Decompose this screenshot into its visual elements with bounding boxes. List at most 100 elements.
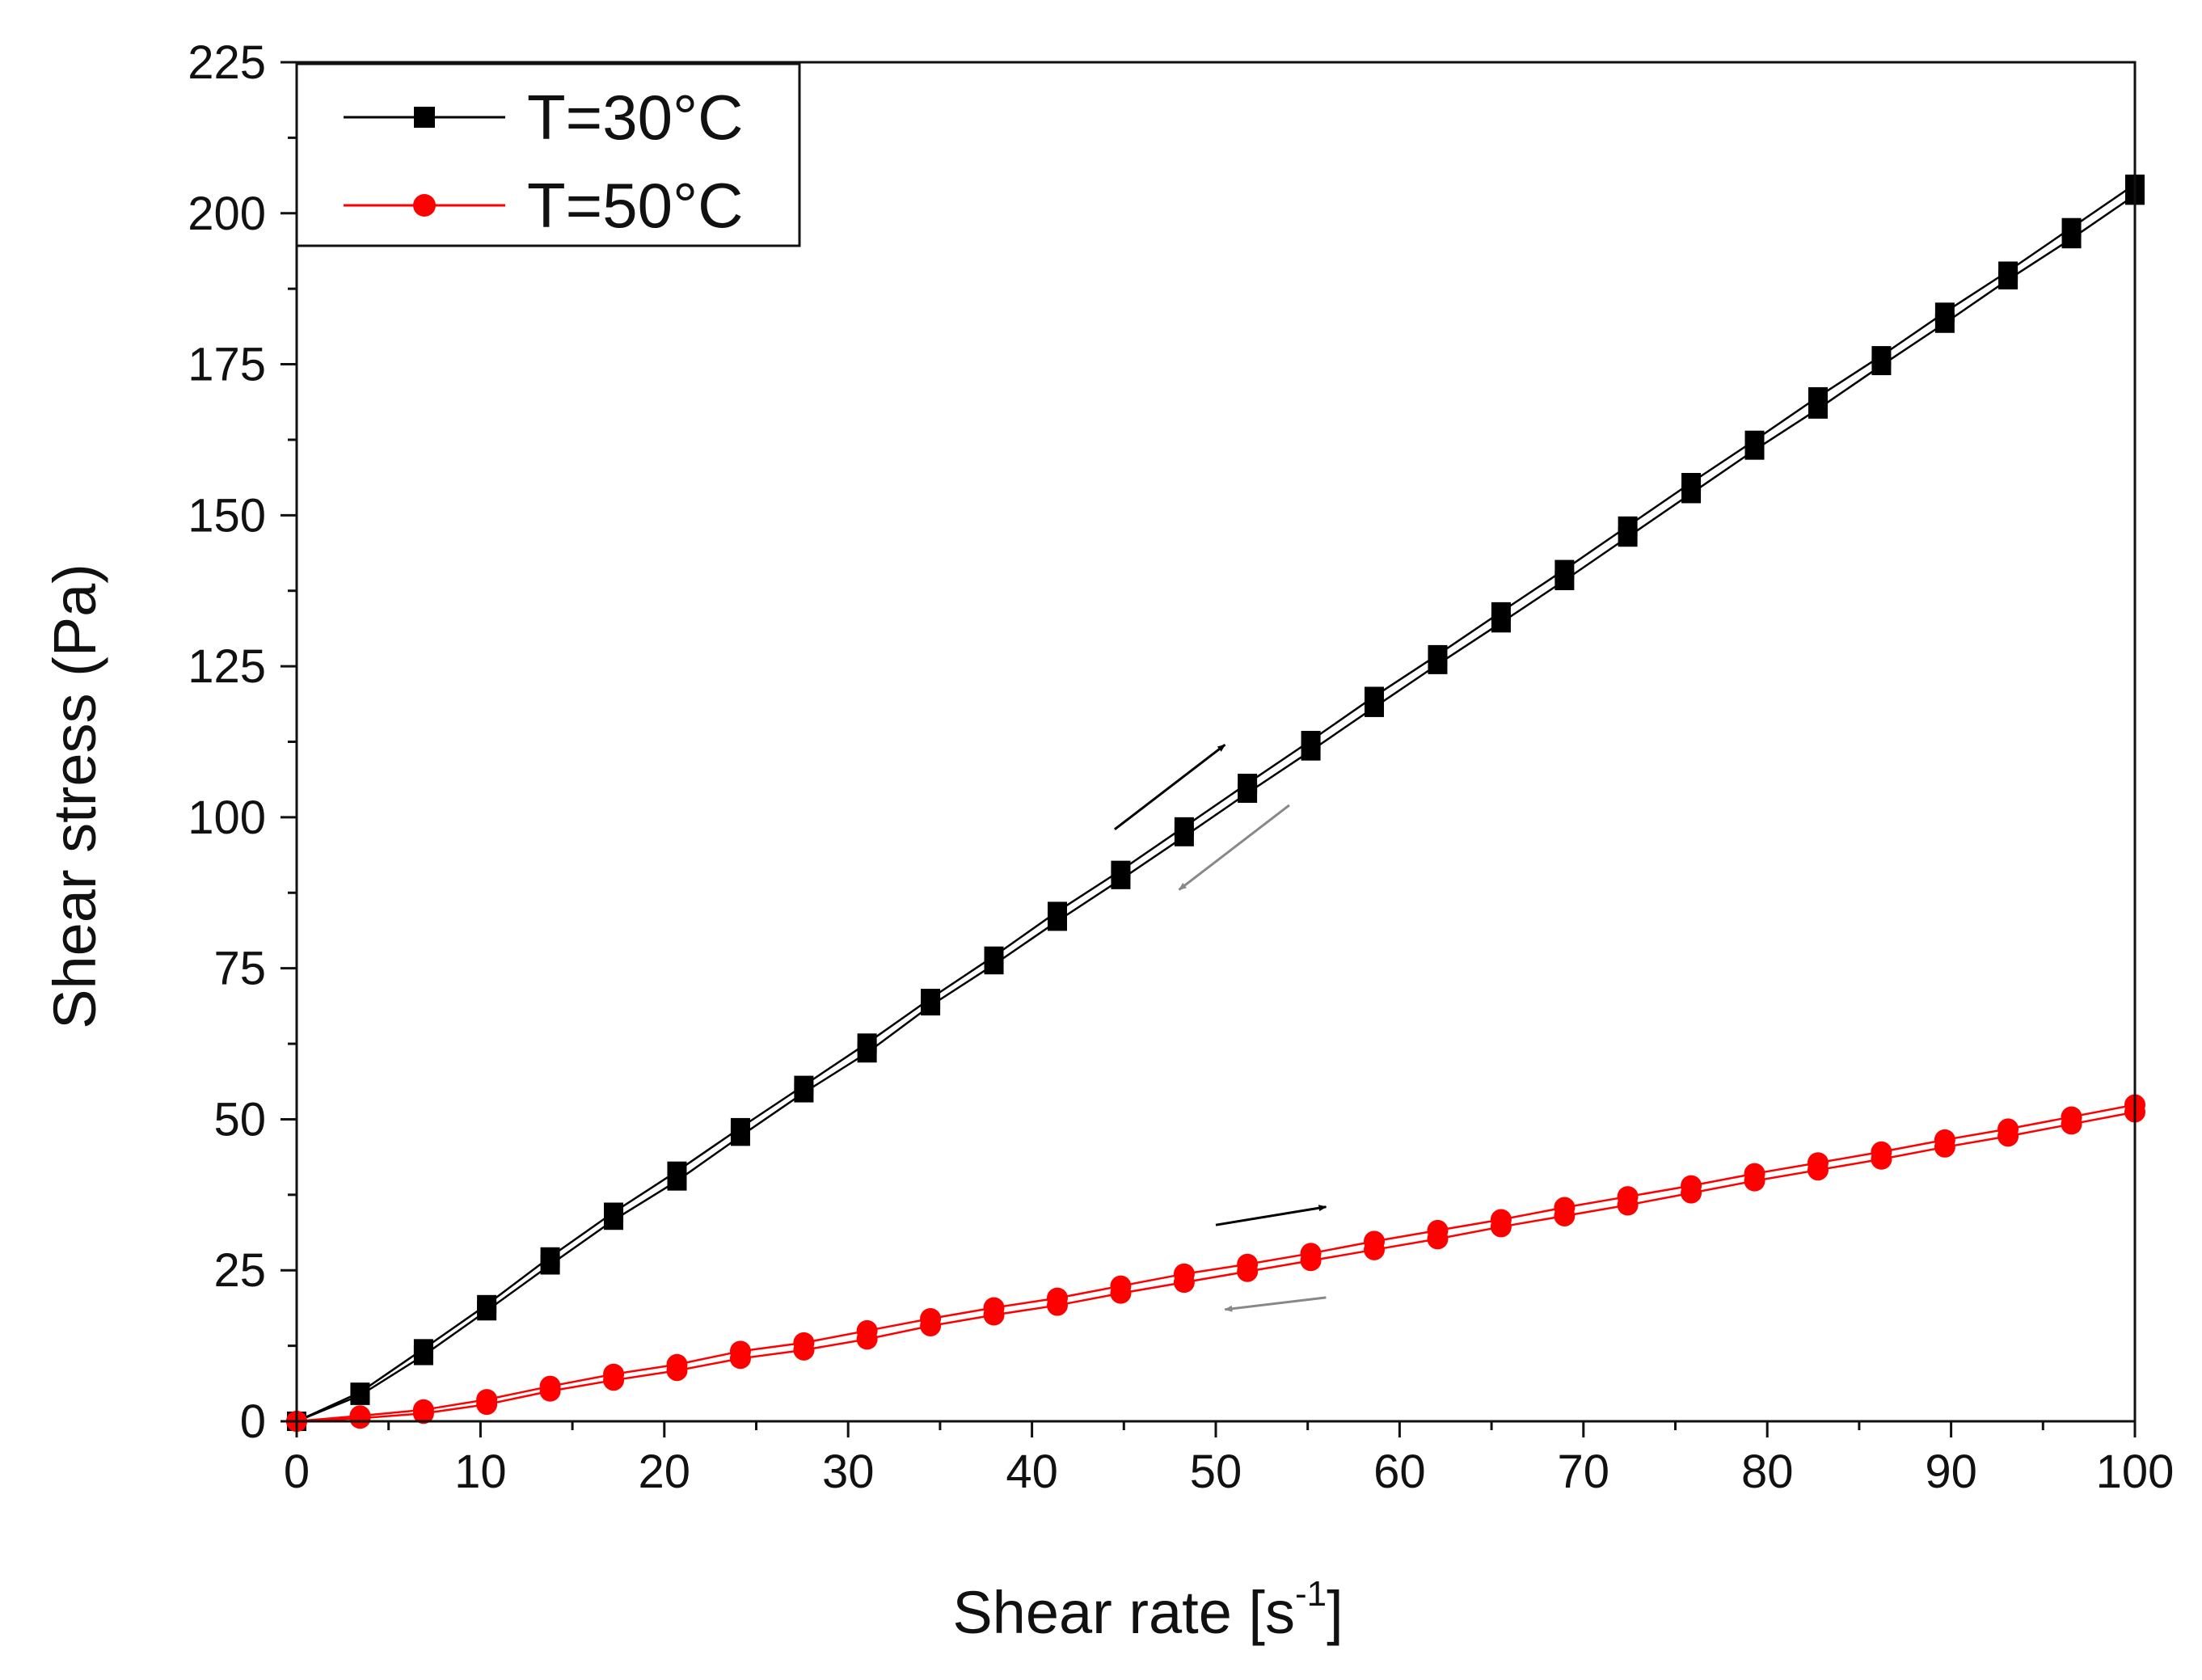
data-point-30c-down xyxy=(1428,654,1448,674)
tick-label-layer: 0 10 20 30 40 50 60 70 80 90 100 0 25 50 75 100 125 150 17… xyxy=(188,36,2174,1498)
data-point-50c-down xyxy=(1364,1239,1386,1260)
data-point-50c-down xyxy=(1934,1136,1955,1158)
y-tick-label: 0 xyxy=(240,1395,266,1448)
data-point-30c-down xyxy=(1365,697,1385,717)
x-axis-title: Shear rate [s-1] xyxy=(952,1574,1343,1646)
plot-frame xyxy=(295,61,2137,1423)
data-point-50c-down xyxy=(1173,1272,1195,1294)
data-point-30c-down xyxy=(1111,869,1131,889)
legend-label-50c: T=50°C xyxy=(527,170,743,241)
x-tick-label: 0 xyxy=(284,1446,310,1498)
y-axis-title: Shear stress (Pa) xyxy=(41,564,108,1029)
data-point-30c-down xyxy=(730,1126,750,1146)
data-point-50c-down xyxy=(1871,1148,1892,1170)
y-tick-label: 225 xyxy=(188,36,266,89)
data-point-30c-down xyxy=(1744,440,1765,460)
data-point-30c-down xyxy=(1047,911,1067,931)
data-point-30c-down xyxy=(540,1255,560,1275)
data-point-50c-down xyxy=(1490,1216,1512,1238)
x-tick-label: 80 xyxy=(1741,1446,1794,1498)
series-line-50c-up xyxy=(296,1104,2136,1423)
data-point-30c-down xyxy=(1174,826,1194,846)
y-tick-label: 125 xyxy=(188,640,266,693)
data-point-30c-down xyxy=(1934,313,1955,333)
x-tick-label: 40 xyxy=(1006,1446,1058,1498)
x-tick-label: 70 xyxy=(1558,1446,1610,1498)
direction-arrow xyxy=(1215,1205,1327,1226)
data-point-30c-down xyxy=(604,1210,624,1230)
data-point-50c-down xyxy=(920,1315,942,1336)
annotation-layer xyxy=(1114,744,1327,1312)
series-line-30c-down xyxy=(296,194,2136,1423)
data-point-50c-down xyxy=(1997,1125,2019,1147)
data-point-50c-down xyxy=(476,1394,498,1416)
data-point-30c-down xyxy=(350,1385,370,1405)
data-point-30c-down xyxy=(1238,783,1258,804)
data-point-50c-down xyxy=(2061,1113,2082,1135)
y-tick-label: 175 xyxy=(188,339,266,391)
direction-arrow xyxy=(1178,804,1290,891)
x-tick-label: 100 xyxy=(2096,1446,2175,1498)
y-tick-label: 200 xyxy=(188,188,266,240)
series-line-30c-up xyxy=(296,183,2136,1423)
data-point-30c-down xyxy=(477,1301,497,1321)
data-point-50c-down xyxy=(1744,1170,1765,1192)
data-point-50c-down xyxy=(1237,1260,1259,1282)
y-tick-label: 75 xyxy=(213,943,266,995)
data-point-50c-down xyxy=(1427,1228,1449,1250)
data-point-30c-down xyxy=(1301,741,1321,761)
data-point-30c-down xyxy=(794,1083,814,1103)
y-tick-label: 150 xyxy=(188,489,266,542)
axes-layer xyxy=(281,61,2137,1437)
data-point-50c-down xyxy=(793,1339,815,1361)
data-point-30c-down xyxy=(857,1043,877,1063)
data-point-50c-down xyxy=(856,1328,878,1350)
y-tick-label: 25 xyxy=(213,1244,266,1297)
data-point-30c-down xyxy=(984,955,1004,975)
data-point-50c-down xyxy=(1046,1294,1068,1316)
data-point-30c-down xyxy=(921,995,941,1015)
data-point-50c-down xyxy=(1300,1250,1322,1272)
series-layer xyxy=(286,174,2145,1432)
legend-box xyxy=(295,62,801,247)
data-point-50c-down xyxy=(1110,1282,1132,1304)
data-point-30c-down xyxy=(1491,613,1511,633)
data-point-50c-down xyxy=(1554,1205,1576,1226)
x-tick-label: 90 xyxy=(1925,1446,1977,1498)
data-point-50c-down xyxy=(539,1380,561,1402)
x-tick-label: 20 xyxy=(639,1446,691,1498)
data-point-30c-down xyxy=(1618,527,1638,547)
data-point-50c-down xyxy=(349,1408,371,1429)
series-line-50c-down xyxy=(296,1111,2136,1423)
data-point-30c-down xyxy=(1554,571,1575,591)
data-point-30c-down xyxy=(2061,229,2082,249)
direction-arrow xyxy=(1224,1296,1327,1312)
data-point-50c-down xyxy=(983,1304,1005,1326)
x-tick-label: 60 xyxy=(1373,1446,1426,1498)
legend-label-30c: T=30°C xyxy=(527,82,743,153)
data-point-30c-down xyxy=(1681,483,1702,504)
y-tick-label: 100 xyxy=(188,791,266,844)
data-point-30c-down xyxy=(667,1171,687,1191)
data-point-30c-down xyxy=(1808,399,1828,419)
data-point-50c-down xyxy=(666,1360,688,1382)
x-tick-label: 10 xyxy=(454,1446,507,1498)
legend-marker-30c xyxy=(414,107,435,128)
data-point-50c-down xyxy=(412,1403,434,1425)
data-point-50c-down xyxy=(1807,1159,1829,1181)
data-point-50c-down xyxy=(1617,1194,1639,1216)
data-point-30c-down xyxy=(1871,356,1892,376)
y-tick-label: 50 xyxy=(213,1093,266,1146)
data-point-50c-down xyxy=(1681,1182,1702,1204)
data-point-30c-down xyxy=(413,1345,433,1366)
data-point-50c-down xyxy=(729,1348,751,1370)
x-tick-label: 50 xyxy=(1190,1446,1242,1498)
x-tick-label: 30 xyxy=(822,1446,875,1498)
data-point-30c-down xyxy=(1998,269,2018,289)
direction-arrow xyxy=(1114,744,1226,831)
legend: T=30°C T=50°C xyxy=(295,62,801,247)
legend-marker-50c xyxy=(413,194,436,217)
data-point-50c-down xyxy=(603,1370,625,1391)
